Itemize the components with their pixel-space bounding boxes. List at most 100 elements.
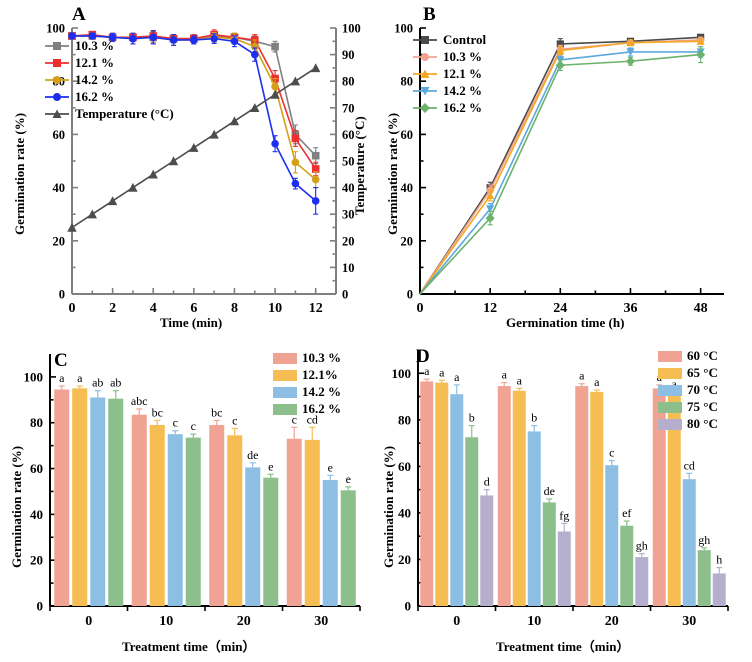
data-point-marker [486,191,495,200]
data-point-marker [209,129,219,139]
panel-b-xtick: 0 [417,301,424,316]
legend-item-65-c[interactable]: 65 °C [658,365,718,381]
significance-letter: ab [110,376,121,390]
bar [667,395,681,606]
bar [605,465,619,606]
legend-item-10-3-[interactable]: 10.3 % [44,38,174,54]
data-point-marker [311,165,320,173]
significance-letter: a [77,371,83,385]
legend-item-control[interactable]: Control [412,32,486,48]
data-point-marker [555,60,565,70]
legend-marker-triangle [45,109,69,118]
bar [149,425,165,606]
legend-marker-circle [45,93,69,101]
panel-b-xtick: 36 [623,301,637,316]
panel-a-xtick: 2 [109,301,116,316]
data-point-marker [250,50,259,59]
legend-item-14-2-[interactable]: 14.2 % [273,384,341,400]
bar [54,389,70,606]
series-4 [67,63,321,232]
legend-marker-square [413,36,437,44]
panel-a-ytick-right: 20 [342,234,355,248]
legend-label: 16.2 % [443,100,482,115]
data-point-marker [311,151,320,160]
panel-b-ytick: 0 [407,288,413,302]
data-point-marker [250,103,260,112]
significance-letter: cd [307,412,318,426]
panel-a-xtick: 8 [231,301,238,316]
panel-b-ytick: 40 [401,181,414,195]
data-point-marker [68,32,76,40]
legend-item-16-2-[interactable]: 16.2 % [273,401,341,417]
bar [131,414,147,606]
significance-letter: a [439,365,445,379]
panel-a-ytick-left: 0 [59,288,65,302]
legend-item-80-c[interactable]: 80 °C [658,416,718,432]
significance-letter: a [59,371,65,385]
panel-a-plot: 0204060801000102030405060708090100024681… [46,22,361,317]
series-3 [68,30,320,215]
legend-item-14-2-[interactable]: 14.2 % [44,72,174,88]
legend-label: 14.2 % [302,384,341,399]
legend-item-10-3-[interactable]: 10.3 % [412,49,486,65]
panel-a-ylabel-left: Germination rate (%) [12,112,27,235]
panel-c: C 0 20 40 60 80 100 0 a a ab ab 10 abc bc c c 20 bc c de e 30… [0,336,376,662]
legend-item-12-1-[interactable]: 12.1 % [44,55,174,71]
legend-label: 12.1 % [75,55,114,70]
significance-letter: a [594,375,600,389]
panel-a-ytick-left: 100 [46,22,65,36]
legend-item-16-2-[interactable]: 16.2 % [44,89,174,105]
panel-a-ytick-right: 10 [342,261,355,275]
significance-letter: d [484,475,490,489]
legend-label: 70 °C [687,382,718,397]
data-point-marker [291,179,300,188]
svgC-ytick: 80 [30,415,43,430]
data-point-marker [421,53,429,61]
panel-b-xlabel: Germination time (h) [506,315,625,330]
bar [108,398,124,606]
significance-letter: de [544,484,555,498]
svgD-ytick: 20 [398,552,411,567]
legend-label: 10.3 % [302,350,341,365]
legend-item-16-2-[interactable]: 16.2 % [412,100,486,116]
bar [167,434,183,606]
svgD-xtick: 0 [453,614,460,629]
bar [575,386,589,606]
legend-item-70-c[interactable]: 70 °C [658,382,718,398]
bar [90,397,106,606]
bar [712,573,726,606]
significance-letter: ef [622,506,631,520]
data-point-marker [556,46,565,55]
panel-b: B 0 20 40 60 80 100 0 12 24 36 48 Germination rate… [376,0,752,336]
legend-item-12-1-[interactable]: 12.1% [273,367,341,383]
panel-a: A 02040608010001020304050607080901000246… [0,0,376,336]
significance-letter: a [502,368,508,382]
legend-item-14-2-[interactable]: 14.2 % [412,83,486,99]
panel-b-ytick: 80 [401,75,414,89]
legend-swatch [658,384,682,396]
legend-swatch [658,367,682,379]
data-point-marker [108,33,117,42]
data-point-marker [53,76,61,84]
panel-c-legend: 10.3 % 12.1% 14.2 % 16.2 % [273,350,341,418]
svgD-xtick: 30 [682,614,696,629]
legend-item-12-1-[interactable]: 12.1 % [412,66,486,82]
data-point-marker [291,158,300,167]
bar [227,435,243,606]
data-point-marker [88,32,97,40]
svgC-ytick: 40 [30,507,43,522]
panel-b-plot: 0 20 40 60 80 100 0 12 24 36 48 [394,22,724,316]
legend-label: 16.2 % [302,401,341,416]
legend-item-10-3-[interactable]: 10.3 % [273,350,341,366]
data-point-marker [107,196,118,206]
data-point-marker [556,40,564,48]
panel-a-ytick-right: 50 [342,155,355,169]
legend-item-75-c[interactable]: 75 °C [658,399,718,415]
bar [340,490,356,606]
legend-item-60-c[interactable]: 60 °C [658,348,718,364]
legend-item-temperature-c-[interactable]: Temperature (°C) [44,106,174,122]
panel-a-xtick: 6 [190,301,197,316]
significance-letter: e [328,460,333,474]
data-point-marker [53,59,61,67]
